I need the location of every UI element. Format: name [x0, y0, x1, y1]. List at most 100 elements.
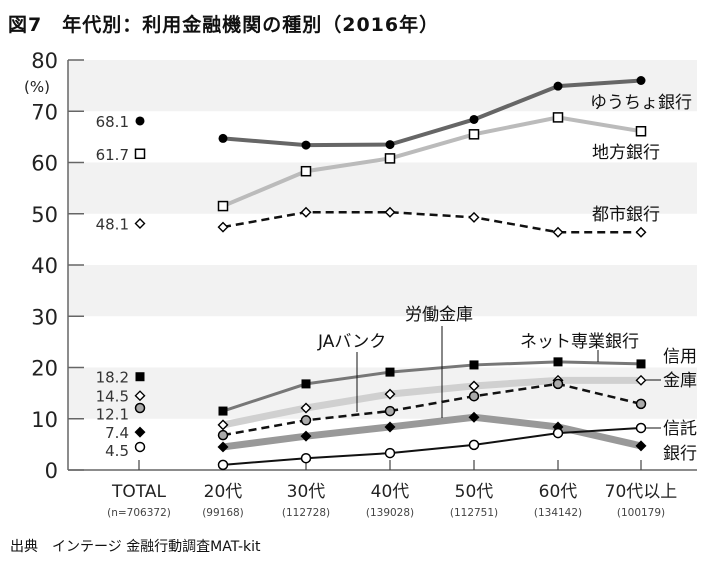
y-tick-label: 80: [31, 49, 58, 73]
data-point: [217, 429, 229, 441]
series-label: JAバンク: [317, 332, 386, 352]
x-tick-label: 30代: [287, 482, 326, 502]
data-point: [300, 206, 312, 218]
series-label-line1: 信託: [663, 419, 697, 439]
data-point: [468, 129, 480, 140]
series-label-line2: 金庫: [663, 371, 697, 391]
series-line-7: [222, 426, 642, 466]
total-point: [134, 426, 146, 438]
series-line-1: [222, 115, 642, 208]
data-point: [384, 388, 396, 400]
data-point: [217, 419, 229, 431]
total-value-label: 18.2: [96, 369, 129, 387]
data-point: [300, 452, 312, 464]
chart-title: 図7 年代別：利用金融機関の種別（2016年）: [8, 14, 440, 36]
total-value-label: 68.1: [96, 113, 129, 131]
data-point: [552, 427, 564, 439]
total-point: [134, 217, 146, 229]
data-point: [300, 415, 312, 426]
data-point: [552, 378, 564, 390]
y-axis-unit: (%): [24, 78, 50, 96]
data-point: [300, 165, 312, 177]
data-point: [218, 406, 228, 416]
total-point: [134, 390, 146, 402]
data-point: [218, 133, 228, 143]
data-point: [635, 440, 647, 452]
y-tick-label: 30: [31, 305, 58, 329]
x-sample-size: (139028): [366, 507, 414, 519]
data-point: [384, 206, 396, 218]
series-label-line1: 信用: [663, 347, 697, 367]
source-note: 出典 インテージ 金融行動調査MAT-kit: [10, 539, 261, 555]
series-line-3: [222, 360, 642, 413]
data-point: [635, 398, 647, 410]
y-tick-label: 10: [31, 408, 58, 432]
data-point: [217, 200, 229, 212]
series-label: ネット専業銀行: [520, 332, 639, 352]
total-value-label: 61.7: [96, 146, 129, 164]
total-point: [134, 402, 146, 414]
x-tick-label: 50代: [455, 482, 494, 502]
total-point: [134, 148, 146, 160]
data-point: [300, 430, 312, 442]
x-sample-size: (n=706372): [107, 507, 171, 519]
data-point: [552, 112, 564, 123]
total-point: [135, 116, 145, 126]
data-point: [469, 360, 479, 370]
data-point: [553, 81, 563, 91]
y-tick-label: 40: [31, 254, 58, 278]
y-tick-label: 60: [31, 152, 58, 176]
series-line-6: [222, 413, 642, 451]
x-sample-size: (112751): [450, 507, 498, 519]
total-point: [135, 372, 145, 382]
x-tick-label: 70代以上: [605, 482, 678, 502]
x-tick-label: 20代: [204, 482, 243, 502]
data-point: [217, 441, 229, 453]
data-point: [468, 439, 480, 451]
data-point: [384, 447, 396, 459]
data-point: [217, 221, 229, 233]
total-value-label: 48.1: [96, 215, 129, 233]
series-label: 労働金庫: [405, 305, 473, 325]
series-line-0: [222, 78, 642, 148]
y-tick-label: 0: [45, 459, 58, 483]
series-label: 地方銀行: [592, 143, 660, 163]
grid-band: [68, 265, 697, 317]
series-label-line2: 銀行: [663, 444, 697, 464]
series-line-4: [222, 376, 641, 429]
data-point: [468, 380, 480, 392]
data-point: [469, 114, 479, 124]
x-tick-label: 40代: [371, 482, 410, 502]
total-value-label: 7.4: [105, 424, 129, 442]
total-value-label: 12.1: [96, 406, 129, 424]
grid-band: [68, 162, 697, 214]
data-point: [384, 421, 396, 433]
data-point: [217, 459, 229, 471]
data-point: [301, 379, 311, 389]
data-point: [636, 359, 646, 369]
y-tick-label: 20: [31, 357, 58, 381]
data-point: [635, 374, 647, 386]
y-tick-label: 70: [31, 100, 58, 124]
data-point: [635, 422, 647, 434]
x-sample-size: (100179): [617, 507, 665, 519]
x-sample-size: (99168): [202, 507, 244, 519]
series-line-2: [222, 210, 641, 234]
data-point: [635, 125, 647, 137]
x-sample-size: (112728): [282, 507, 330, 519]
y-tick-label: 50: [31, 203, 58, 227]
data-point: [552, 226, 564, 238]
data-point: [385, 367, 395, 377]
data-point: [468, 211, 480, 223]
x-sample-size: (134142): [534, 507, 582, 519]
data-point: [384, 153, 396, 164]
total-value-label: 14.5: [96, 388, 129, 406]
series-line-5: [222, 382, 642, 437]
series-label: 都市銀行: [592, 205, 660, 225]
data-point: [468, 411, 480, 423]
x-tick-label: 60代: [539, 482, 578, 502]
data-point: [301, 140, 311, 150]
total-point: [134, 441, 146, 453]
data-point: [636, 76, 646, 85]
